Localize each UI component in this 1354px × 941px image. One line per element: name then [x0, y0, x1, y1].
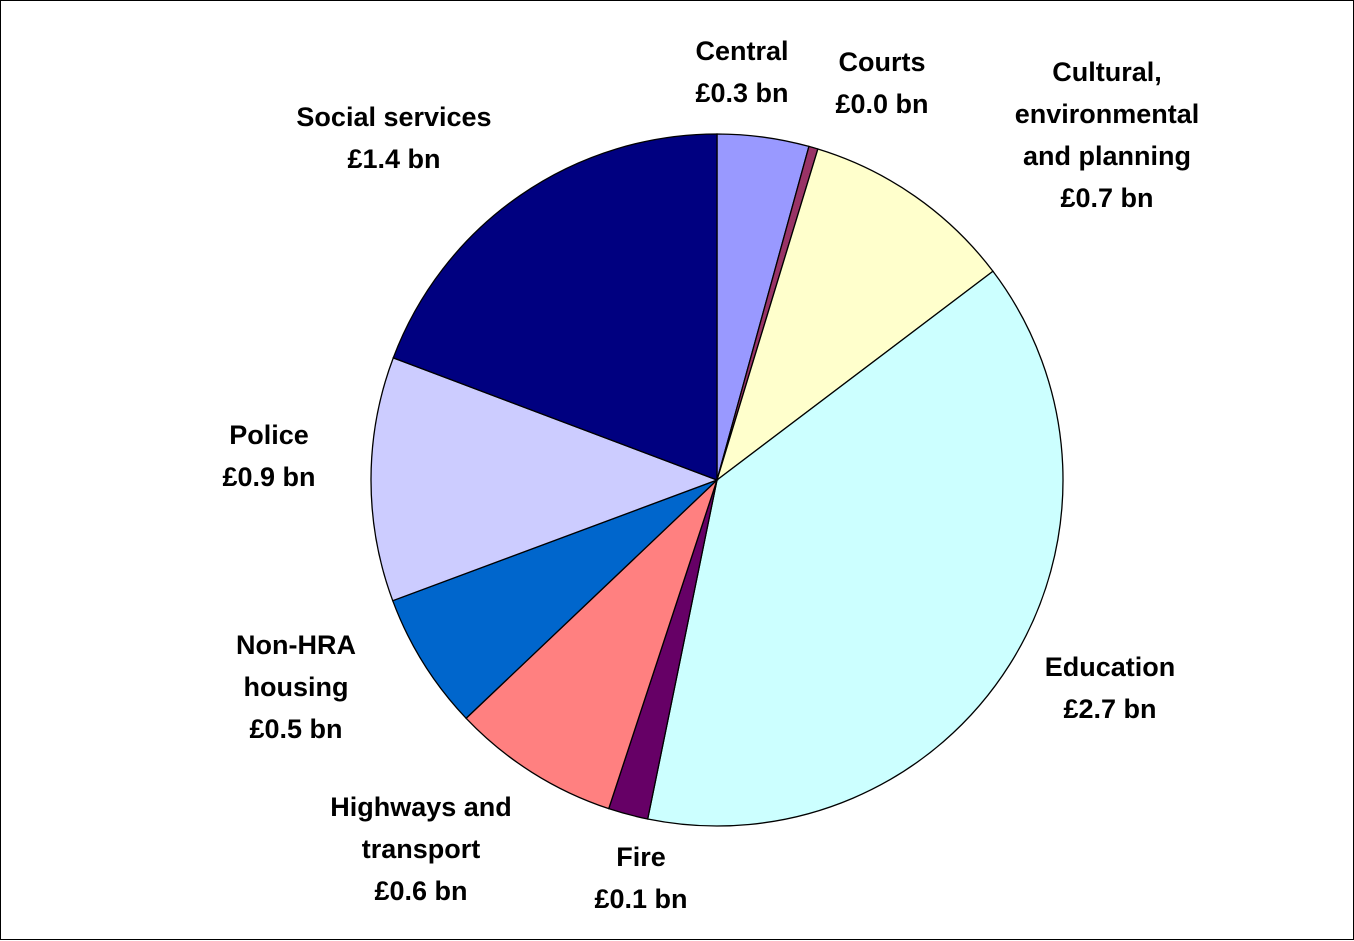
slice-police: [370, 357, 719, 602]
slice-highways-and-transport: [465, 479, 718, 810]
label-value: £0.0 bn: [835, 89, 928, 119]
label-value: £0.3 bn: [695, 78, 788, 108]
label-name: Cultural,: [1052, 57, 1162, 87]
label-name: Education: [1045, 652, 1176, 682]
label-police: Police £0.9 bn: [222, 420, 315, 492]
label-name: environmental: [1015, 99, 1200, 129]
label-social-services: Social services £1.4 bn: [296, 102, 491, 174]
slice-social-services: [392, 133, 718, 481]
label-name: Social services: [296, 102, 491, 132]
pie-slices: [370, 133, 1064, 827]
label-name: Police: [229, 420, 309, 450]
slice-non-hra-housing: [391, 479, 718, 720]
label-value: £0.9 bn: [222, 462, 315, 492]
label-name: Highways and: [330, 792, 512, 822]
label-courts: Courts £0.0 bn: [835, 47, 928, 119]
label-name: Courts: [839, 47, 926, 77]
label-education: Education £2.7 bn: [1045, 652, 1176, 724]
label-name: Non-HRA: [236, 630, 356, 660]
label-central: Central £0.3 bn: [695, 36, 788, 108]
label-value: £0.6 bn: [374, 876, 467, 906]
pie-labels: Central £0.3 bn Courts £0.0 bn Cultural, envi…: [222, 36, 1199, 914]
label-value: £0.5 bn: [249, 714, 342, 744]
label-value: £1.4 bn: [347, 144, 440, 174]
label-name: housing: [244, 672, 349, 702]
slice-education: [646, 270, 1064, 827]
label-value: £0.1 bn: [594, 884, 687, 914]
label-name: transport: [362, 834, 481, 864]
label-value: £0.7 bn: [1060, 183, 1153, 213]
label-name: and planning: [1023, 141, 1191, 171]
label-name: Central: [695, 36, 788, 66]
label-highways-and-transport: Highways and transport £0.6 bn: [330, 792, 512, 906]
label-cultural-environmental-and-planning: Cultural, environmental and planning £0.7 b…: [1015, 57, 1200, 213]
label-fire: Fire £0.1 bn: [594, 842, 687, 914]
label-non-hra-housing: Non-HRA housing £0.5 bn: [236, 630, 356, 744]
slice-cultural-environmental-and-planning: [715, 148, 994, 482]
label-name: Fire: [616, 842, 666, 872]
label-value: £2.7 bn: [1063, 694, 1156, 724]
